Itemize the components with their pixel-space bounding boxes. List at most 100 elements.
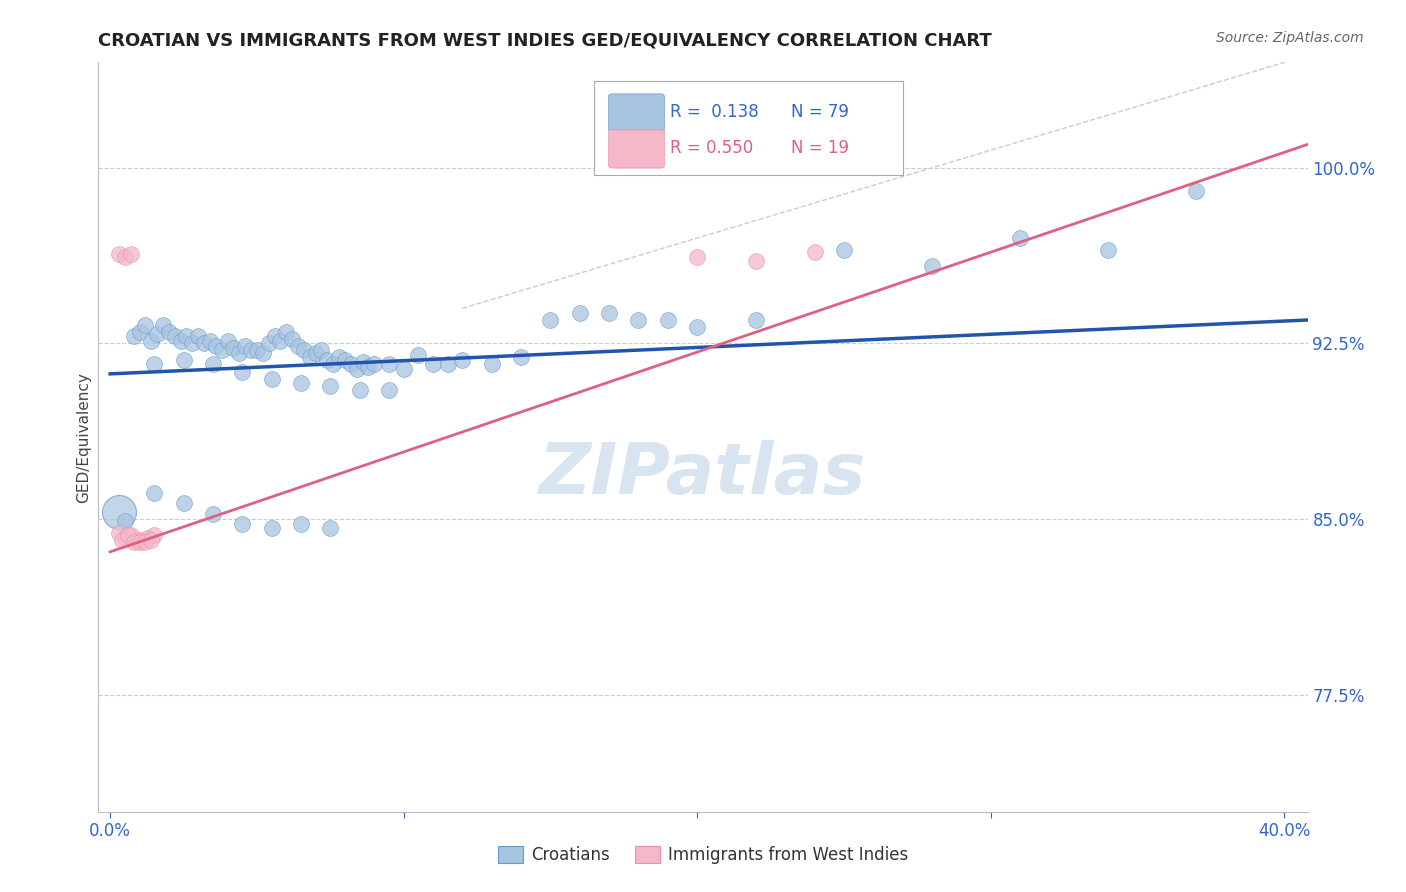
Point	[131, 533, 153, 548]
Point	[260, 371, 283, 385]
Point	[598, 306, 620, 320]
Point	[1097, 243, 1119, 257]
Point	[349, 384, 371, 398]
Point	[340, 358, 363, 372]
Point	[252, 346, 274, 360]
Point	[169, 334, 191, 348]
Point	[363, 358, 385, 372]
Point	[134, 535, 156, 549]
Point	[311, 343, 333, 358]
Text: CROATIAN VS IMMIGRANTS FROM WEST INDIES GED/EQUIVALENCY CORRELATION CHART: CROATIAN VS IMMIGRANTS FROM WEST INDIES …	[98, 32, 993, 50]
Point	[228, 346, 250, 360]
Point	[136, 531, 159, 545]
Point	[832, 243, 855, 257]
Point	[114, 250, 136, 264]
Point	[627, 313, 650, 327]
Text: Source: ZipAtlas.com: Source: ZipAtlas.com	[1216, 31, 1364, 45]
Point	[246, 343, 269, 358]
Point	[257, 336, 280, 351]
Point	[263, 329, 285, 343]
Point	[328, 351, 350, 365]
Point	[108, 505, 131, 519]
Point	[120, 528, 142, 542]
Point	[510, 351, 533, 365]
Point	[921, 259, 943, 273]
Point	[333, 352, 356, 367]
Point	[686, 250, 709, 264]
FancyBboxPatch shape	[609, 94, 664, 132]
Point	[222, 341, 245, 355]
FancyBboxPatch shape	[595, 81, 903, 175]
Point	[290, 376, 312, 391]
Point	[128, 535, 150, 549]
Point	[290, 516, 312, 531]
Point	[276, 325, 298, 339]
Point	[117, 528, 139, 542]
Point	[392, 362, 415, 376]
Point	[128, 325, 150, 339]
Legend: Croatians, Immigrants from West Indies: Croatians, Immigrants from West Indies	[491, 839, 915, 871]
Point	[745, 254, 768, 268]
Point	[181, 336, 204, 351]
Point	[281, 332, 304, 346]
Point	[292, 343, 315, 358]
Point	[378, 358, 401, 372]
Point	[143, 528, 166, 542]
Point	[187, 329, 209, 343]
Point	[240, 343, 263, 358]
Point	[316, 352, 339, 367]
Point	[108, 247, 131, 261]
Text: ZIPatlas: ZIPatlas	[540, 440, 866, 509]
Point	[1008, 231, 1031, 245]
Point	[231, 365, 253, 379]
Point	[745, 313, 768, 327]
Point	[122, 329, 145, 343]
Point	[211, 343, 233, 358]
Y-axis label: GED/Equivalency: GED/Equivalency	[76, 372, 91, 502]
Point	[1185, 184, 1208, 198]
Point	[319, 521, 342, 535]
Point	[114, 531, 136, 545]
FancyBboxPatch shape	[609, 130, 664, 168]
Point	[143, 358, 166, 372]
Point	[422, 358, 444, 372]
Point	[346, 362, 368, 376]
Point	[803, 245, 825, 260]
Point	[108, 526, 131, 541]
Point	[269, 334, 291, 348]
Point	[120, 247, 142, 261]
Text: N = 19: N = 19	[792, 139, 849, 157]
Point	[408, 348, 430, 362]
Point	[141, 334, 163, 348]
Point	[204, 339, 226, 353]
Point	[481, 358, 503, 372]
Point	[176, 329, 198, 343]
Point	[125, 533, 148, 548]
Point	[201, 358, 224, 372]
Point	[146, 326, 169, 341]
Point	[657, 313, 679, 327]
Point	[201, 508, 224, 522]
Point	[260, 521, 283, 535]
Text: R =  0.138: R = 0.138	[671, 103, 759, 121]
Point	[193, 336, 215, 351]
Point	[114, 515, 136, 529]
Point	[568, 306, 591, 320]
Point	[287, 339, 309, 353]
Point	[143, 486, 166, 500]
Point	[378, 384, 401, 398]
Point	[451, 352, 474, 367]
Point	[304, 346, 326, 360]
Point	[141, 533, 163, 548]
Point	[198, 334, 221, 348]
Point	[157, 325, 180, 339]
Point	[436, 358, 458, 372]
Text: R = 0.550: R = 0.550	[671, 139, 754, 157]
Point	[233, 339, 256, 353]
Point	[173, 352, 195, 367]
Point	[152, 318, 174, 332]
Point	[538, 313, 561, 327]
Point	[217, 334, 239, 348]
Point	[357, 359, 380, 374]
Point	[134, 318, 156, 332]
